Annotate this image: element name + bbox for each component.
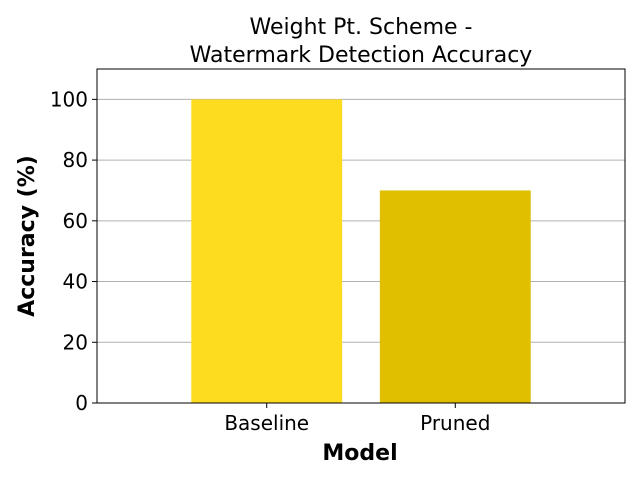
x-axis-ticks: Baseline Pruned	[224, 403, 490, 435]
y-tick-label-40: 40	[63, 270, 88, 294]
y-tick-label-80: 80	[63, 148, 88, 172]
gridlines	[97, 98, 625, 343]
x-tick-label-baseline: Baseline	[224, 411, 309, 435]
y-axis-label: Accuracy (%)	[15, 155, 40, 317]
y-tick-label-100: 100	[50, 87, 88, 111]
y-tick-label-0: 0	[75, 391, 88, 415]
plot-frame	[96, 68, 626, 404]
chart-title-line-1: Weight Pt. Scheme -	[250, 15, 473, 40]
x-tick-label-pruned: Pruned	[420, 411, 490, 435]
bars	[191, 99, 531, 403]
x-axis-label: Model	[322, 441, 397, 466]
chart-title-line-2: Watermark Detection Accuracy	[190, 43, 533, 68]
y-axis-ticks: 0 20 40 60 80 100	[50, 87, 97, 415]
bar-baseline	[191, 99, 343, 403]
y-tick-label-60: 60	[63, 209, 88, 233]
y-tick-label-20: 20	[63, 330, 88, 354]
bar-pruned	[379, 190, 531, 403]
